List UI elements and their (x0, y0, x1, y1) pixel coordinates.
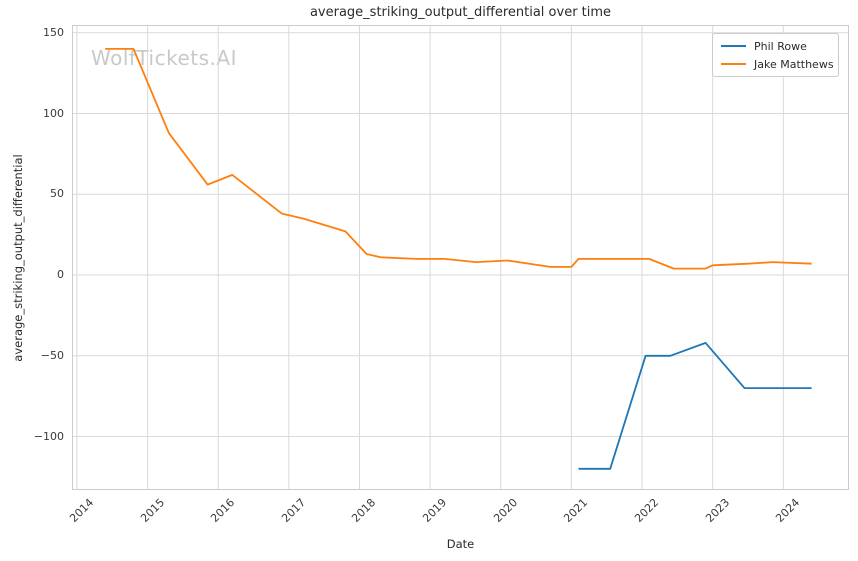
y-tick-label: −50 (40, 348, 64, 362)
y-tick-label: 0 (57, 268, 64, 282)
y-tick-label: 150 (43, 25, 64, 39)
x-tick-label: 2018 (349, 496, 379, 525)
plot-area (72, 25, 849, 490)
plot-border (72, 25, 849, 490)
y-tick-label: −100 (33, 429, 64, 443)
x-tick-label: 2022 (632, 496, 662, 525)
x-tick-label: 2019 (420, 496, 450, 525)
legend-label: Phil Rowe (754, 39, 807, 53)
x-tick-label: 2024 (773, 496, 803, 525)
legend-line-swatch (721, 45, 746, 47)
x-tick-label: 2016 (208, 496, 238, 525)
legend-entry: Phil Rowe (721, 39, 830, 53)
legend-label: Jake Matthews (754, 57, 834, 71)
x-tick-label: 2021 (561, 496, 591, 525)
y-tick-label: 50 (50, 187, 64, 201)
x-tick-label: 2014 (67, 496, 97, 525)
legend: Phil Rowe Jake Matthews (712, 33, 839, 77)
x-tick-label: 2015 (137, 496, 167, 525)
x-tick-label: 2020 (490, 496, 520, 525)
y-axis-label: average_striking_output_differential (11, 154, 25, 362)
legend-line-swatch (721, 63, 746, 65)
x-tick-label: 2017 (279, 496, 309, 525)
watermark: WolfTickets.AI (91, 46, 237, 70)
legend-entry: Jake Matthews (721, 57, 834, 71)
chart-title: average_striking_output_differential ove… (309, 5, 612, 20)
x-axis-label: Date (446, 537, 475, 551)
plot-canvas (72, 25, 849, 490)
series-line-jake-matthews (105, 47, 812, 270)
x-tick-label: 2023 (702, 496, 732, 525)
series-line-phil-rowe (578, 341, 812, 470)
y-tick-label: 100 (43, 106, 64, 120)
